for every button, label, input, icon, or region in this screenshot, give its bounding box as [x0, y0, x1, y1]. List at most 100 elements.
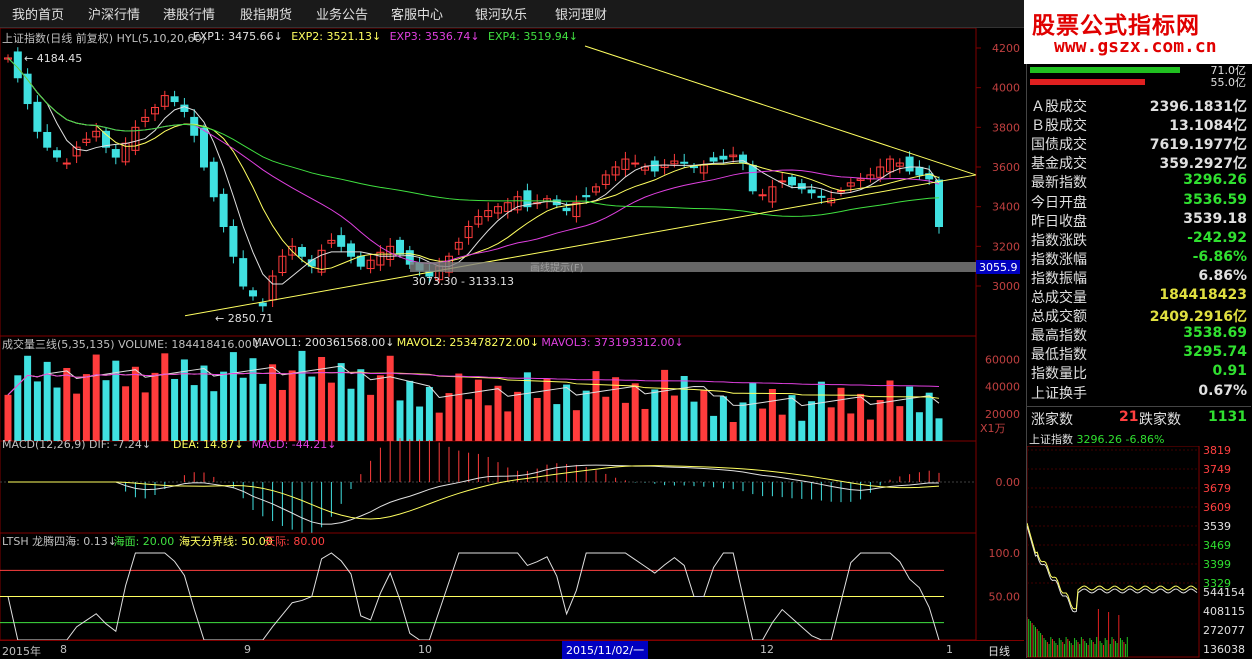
- candle: [748, 164, 757, 192]
- volume-bar: [563, 384, 571, 441]
- money-flow-bar: [1030, 79, 1145, 85]
- menu-item[interactable]: 银河理财: [555, 8, 608, 23]
- high-annotation: ← 4184.45: [24, 52, 82, 65]
- period-label[interactable]: 日线: [988, 645, 1010, 658]
- candle: [797, 183, 806, 190]
- candle: [337, 235, 346, 247]
- stat-row: Ｂ股成交 13.1084亿: [1027, 115, 1251, 134]
- stat-value: 3295.74: [1183, 344, 1247, 361]
- volume-bar: [857, 393, 865, 441]
- stat-value: 0.91: [1212, 363, 1247, 380]
- candle: [288, 245, 297, 256]
- down-count: 1131: [1208, 409, 1247, 425]
- menu-bar: 我的首页 沪深行情 港股行情 股指期货 业务公告 客服中心 银河玖乐 银河理财: [0, 0, 1024, 28]
- vol-tick-label: 40000: [985, 381, 1020, 394]
- candle: [62, 162, 71, 165]
- candle: [239, 258, 248, 287]
- candle: [278, 255, 287, 274]
- volume-bar: [102, 380, 110, 441]
- candle: [151, 107, 159, 115]
- menu-item[interactable]: 业务公告: [316, 8, 369, 23]
- date-tick: 10: [418, 643, 432, 656]
- volume-bar: [347, 388, 355, 441]
- y-tick-label: 4000: [992, 82, 1020, 95]
- date-tick: 9: [244, 643, 251, 656]
- volume-chart-header: MAVOL2: 253478272.00↓: [396, 336, 540, 349]
- candle: [33, 101, 42, 132]
- volume-bar: [43, 361, 51, 441]
- volume-bar: [220, 371, 228, 441]
- candle: [592, 186, 600, 193]
- date-axis: 2015年 8 9 10 12 1 2015/11/02/一 日线: [0, 640, 1024, 659]
- volume-chart-header: MAVOL3: 373193312.00↓: [541, 336, 684, 349]
- panel-frame: [0, 440, 977, 534]
- stat-label: 昨日收盘: [1031, 213, 1087, 230]
- volume-bar: [651, 389, 659, 441]
- volume-bar: [376, 375, 384, 441]
- mini-vol-tick: 136038: [1203, 643, 1245, 656]
- menu-item[interactable]: 客服中心: [391, 8, 444, 23]
- stat-value: 3538.69: [1183, 325, 1247, 342]
- volume-bar: [435, 412, 443, 441]
- ltsh-tick-label: 50.00: [989, 591, 1021, 604]
- volume-bar: [749, 382, 757, 441]
- candle: [905, 156, 914, 172]
- volume-bar: [700, 390, 708, 441]
- candle: [327, 239, 336, 244]
- volume-bar: [122, 386, 130, 441]
- market-stats-panel: 71.0亿 55.0亿 Ａ股成交 2396.1831亿 Ｂ股成交 13.1084亿 国债成交…: [1026, 64, 1252, 658]
- volume-bar: [259, 383, 267, 441]
- menu-item[interactable]: 银河玖乐: [475, 8, 528, 23]
- volume-bar: [719, 396, 727, 441]
- y-tick-label: 3400: [992, 201, 1020, 214]
- stat-row: 指数涨幅 -6.86%: [1027, 249, 1251, 268]
- menu-item[interactable]: 港股行情: [163, 8, 216, 23]
- moving-average-line: [7, 57, 940, 265]
- volume-bar: [200, 365, 208, 441]
- money-flow-bar: [1030, 67, 1180, 73]
- volume-bar: [866, 419, 874, 441]
- candle: [719, 155, 728, 160]
- candle: [895, 162, 904, 167]
- stat-value: 7619.1977亿: [1149, 137, 1247, 154]
- moving-average-line: [7, 57, 940, 217]
- crosshair-band: [410, 262, 976, 272]
- date-tick: 2015年: [2, 645, 41, 658]
- volume-bar: [249, 358, 257, 441]
- candle: [474, 216, 483, 225]
- mini-title: 上证指数: [1029, 433, 1073, 446]
- candle: [503, 202, 512, 212]
- down-label: 跌家数: [1139, 412, 1181, 428]
- panel-frame: [0, 532, 977, 640]
- menu-item[interactable]: 股指期货: [240, 8, 293, 23]
- candle: [258, 302, 267, 307]
- money-flow-label: 55.0亿: [1210, 76, 1247, 89]
- candle: [621, 158, 630, 170]
- menu-item[interactable]: 我的首页: [12, 8, 65, 23]
- candle: [680, 161, 689, 164]
- candle: [200, 127, 208, 168]
- stat-label: 总成交量: [1031, 290, 1087, 306]
- volume-bar: [710, 415, 718, 441]
- volume-bar: [817, 381, 825, 441]
- candle: [690, 166, 698, 169]
- volume-bar: [935, 418, 943, 441]
- stat-row: Ａ股成交 2396.1831亿: [1027, 96, 1251, 115]
- volume-bar: [298, 350, 306, 441]
- chart-area[interactable]: 4200 4000 3800 3600 3400 3200 3000 3055.9 画线提示(F…: [0, 28, 1024, 640]
- market-breadth: 涨家数 21 跌家数 1131: [1027, 406, 1251, 428]
- volume-bar: [53, 387, 61, 441]
- volume-bar: [504, 411, 512, 441]
- mini-price-tick: 3329: [1203, 577, 1231, 590]
- menu-item[interactable]: 沪深行情: [88, 8, 141, 23]
- stat-value: 2396.1831亿: [1149, 99, 1247, 115]
- candle: [807, 189, 816, 194]
- stat-label: 指数振幅: [1031, 270, 1087, 287]
- stat-row: 最新指数 3296.26: [1027, 172, 1251, 191]
- candle: [160, 95, 169, 107]
- volume-bar: [543, 378, 551, 441]
- volume-bar: [641, 408, 649, 441]
- candle: [582, 195, 591, 198]
- volume-bar: [690, 401, 698, 441]
